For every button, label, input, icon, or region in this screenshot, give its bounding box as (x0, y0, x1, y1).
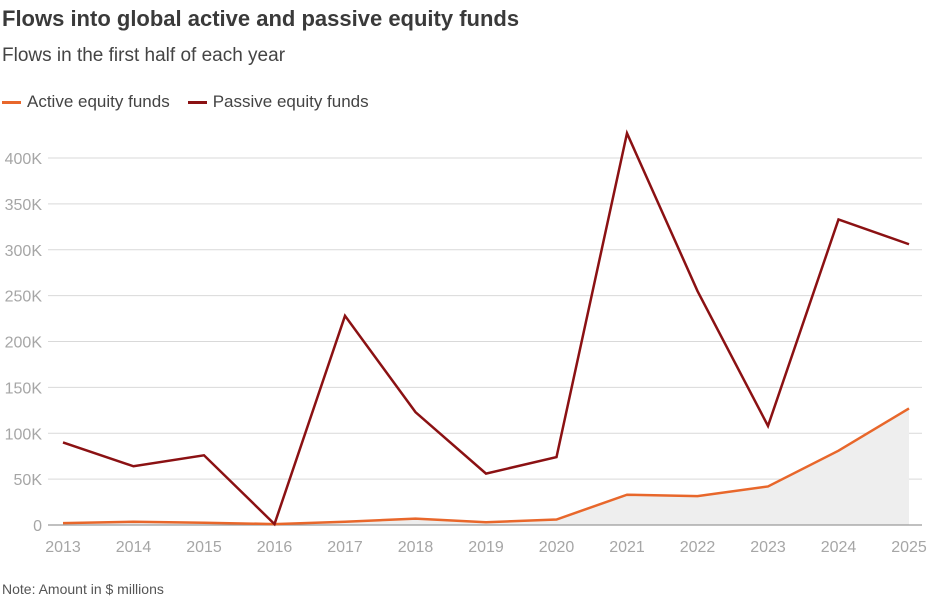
x-tick-label: 2016 (257, 539, 293, 556)
x-tick-label: 2019 (468, 539, 504, 556)
legend-label-passive: Passive equity funds (212, 92, 369, 111)
legend-item-active: Active equity funds (2, 92, 170, 112)
x-tick-label: 2013 (45, 539, 81, 556)
x-tick-label: 2018 (398, 539, 434, 556)
x-tick-label: 2015 (186, 539, 222, 556)
x-tick-label: 2023 (750, 539, 786, 556)
chart-note: Note: Amount in $ millions (2, 581, 164, 597)
x-tick-label: 2020 (539, 539, 575, 556)
y-tick-label: 250K (5, 289, 43, 306)
passive-series-line (62, 129, 910, 527)
y-tick-label: 350K (5, 197, 43, 214)
chart-title: Flows into global active and passive equ… (2, 6, 520, 31)
active-area (63, 408, 909, 525)
legend-item-passive: Passive equity funds (187, 92, 369, 112)
y-tick-label: 150K (5, 380, 43, 397)
y-tick-label: 0 (33, 518, 42, 535)
x-tick-label: 2024 (821, 539, 857, 556)
legend-label-active: Active equity funds (27, 92, 170, 111)
y-tick-label: 300K (5, 243, 43, 260)
chart-legend: Active equity funds Passive equity funds (2, 92, 387, 112)
legend-swatch-active (2, 100, 21, 104)
legend-swatch-passive (187, 100, 207, 104)
chart-subtitle: Flows in the first half of each year (2, 45, 286, 66)
y-tick-label: 400K (5, 151, 43, 168)
y-tick-label: 50K (14, 472, 43, 489)
x-tick-label: 2017 (327, 539, 363, 556)
x-tick-label: 2022 (680, 539, 716, 556)
x-tick-label: 2025 (891, 539, 927, 556)
x-tick-label: 2021 (609, 539, 645, 556)
x-tick-label: 2014 (116, 539, 152, 556)
y-tick-label: 100K (5, 426, 43, 443)
y-tick-label: 200K (5, 335, 43, 352)
